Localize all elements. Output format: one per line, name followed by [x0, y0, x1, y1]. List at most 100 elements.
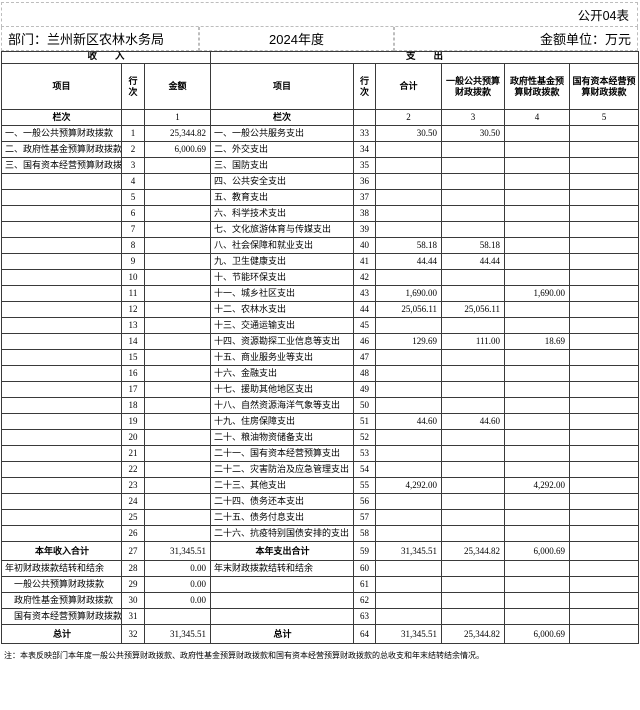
income-item-cell — [1, 381, 122, 398]
expense-total-cell: 31,345.51 — [375, 541, 442, 561]
expense-total-cell — [375, 509, 442, 526]
expense-general-cell: 44.44 — [441, 253, 505, 270]
expense-total-header: 合计 — [375, 63, 442, 110]
expense-general-cell — [441, 397, 505, 414]
income-rowno-cell: 11 — [121, 285, 145, 302]
expense-item-cell: 十二、农林水支出 — [210, 301, 354, 318]
expense-statecap-cell — [568, 157, 640, 174]
column-number-5: 5 — [568, 109, 640, 126]
table-row: 25 二十五、债务付息支出 57 — [1, 509, 640, 526]
expense-total-cell — [375, 525, 442, 542]
expense-item-cell: 五、教育支出 — [210, 189, 354, 206]
income-lanci-label: 栏次 — [1, 109, 122, 126]
expense-rowno-cell: 38 — [353, 205, 376, 222]
table-row: 8 八、社会保障和就业支出 40 58.18 58.18 — [1, 237, 640, 254]
expense-total-cell — [375, 317, 442, 334]
income-amount-cell: 0.00 — [144, 576, 211, 593]
expense-govfund-cell — [504, 253, 570, 270]
expense-total-cell — [375, 157, 442, 174]
expense-item-cell: 十七、援助其他地区支出 — [210, 381, 354, 398]
expense-item-cell: 二十六、抗疫特别国债安排的支出 — [210, 525, 354, 542]
expense-total-cell — [375, 189, 442, 206]
expense-statecap-cell — [568, 525, 640, 542]
expense-statecap-cell — [568, 269, 640, 286]
expense-item-cell: 二十、粮油物资储备支出 — [210, 429, 354, 446]
expense-statecap-cell — [568, 237, 640, 254]
income-item-cell — [1, 317, 122, 334]
income-item-cell — [1, 445, 122, 462]
expense-govfund-cell — [504, 576, 570, 593]
income-item-cell — [1, 205, 122, 222]
expense-rowno-cell: 54 — [353, 461, 376, 478]
expense-general-cell — [441, 285, 505, 302]
income-item-cell: 三、国有资本经营预算财政拨款 — [1, 157, 122, 174]
income-rowno-cell: 6 — [121, 205, 145, 222]
expense-item-cell: 十三、交通运输支出 — [210, 317, 354, 334]
expense-rowno-cell: 64 — [353, 624, 376, 644]
income-rowno-cell: 31 — [121, 608, 145, 625]
income-rowno-cell: 24 — [121, 493, 145, 510]
expense-govfund-cell: 4,292.00 — [504, 477, 570, 494]
amount-unit-label: 金额单位：万元 — [394, 27, 638, 51]
expense-statecap-cell — [568, 349, 640, 366]
expense-rowno-cell: 55 — [353, 477, 376, 494]
expense-statecap-cell — [568, 509, 640, 526]
expense-general-cell — [441, 349, 505, 366]
expense-general-cell — [441, 461, 505, 478]
expense-rowno-cell: 52 — [353, 429, 376, 446]
expense-statecap-cell — [568, 397, 640, 414]
expense-general-cell: 111.00 — [441, 333, 505, 350]
income-item-cell — [1, 301, 122, 318]
expense-total-cell: 44.60 — [375, 413, 442, 430]
income-amount-cell — [144, 477, 211, 494]
expense-statecap-cell — [568, 301, 640, 318]
table-row: 13 十三、交通运输支出 45 — [1, 317, 640, 334]
budget-table: 收入 支出 项目 行 次 金额 项目 行 次 合计 一般公共预算财政拨款 政府性… — [1, 51, 640, 644]
expense-rowno-cell: 39 — [353, 221, 376, 238]
blank-cell — [353, 109, 376, 126]
expense-statecap-cell — [568, 576, 640, 593]
income-item-cell — [1, 285, 122, 302]
budget-table-body: 一、一般公共预算财政拨款 1 25,344.82 一、一般公共服务支出 33 30.50 3… — [1, 125, 640, 644]
income-amount-cell — [144, 429, 211, 446]
income-rowno-cell: 28 — [121, 560, 145, 577]
table-row: 10 十、节能环保支出 42 — [1, 269, 640, 286]
expense-item-cell: 十四、资源勘探工业信息等支出 — [210, 333, 354, 350]
income-item-cell — [1, 221, 122, 238]
table-row: 一、一般公共预算财政拨款 1 25,344.82 一、一般公共服务支出 33 30.50 3… — [1, 125, 640, 142]
table-row: 16 十六、金融支出 48 — [1, 365, 640, 382]
income-section-header: 收入 — [1, 51, 211, 64]
expense-rowno-header: 行 次 — [353, 63, 376, 110]
expense-total-cell: 58.18 — [375, 237, 442, 254]
expense-general-cell — [441, 205, 505, 222]
expense-general-cell — [441, 509, 505, 526]
income-item-cell — [1, 477, 122, 494]
footnote: 注：本表反映部门本年度一般公共预算财政拨款、政府性基金预算财政拨款和国有资本经营… — [4, 651, 484, 660]
income-amount-cell — [144, 237, 211, 254]
income-rowno-cell: 21 — [121, 445, 145, 462]
expense-general-cell — [441, 269, 505, 286]
income-item-cell — [1, 173, 122, 190]
expense-rowno-cell: 63 — [353, 608, 376, 625]
expense-rowno-cell: 48 — [353, 365, 376, 382]
column-header-row: 项目 行 次 金额 项目 行 次 合计 一般公共预算财政拨款 政府性基金预算财政… — [1, 63, 640, 110]
income-amount-cell — [144, 608, 211, 625]
table-row: 三、国有资本经营预算财政拨款 3 三、国防支出 35 — [1, 157, 640, 174]
income-amount-cell — [144, 525, 211, 542]
expense-statecap-cell — [568, 381, 640, 398]
expense-total-cell — [375, 349, 442, 366]
expense-general-cell — [441, 592, 505, 609]
expense-rowno-cell: 45 — [353, 317, 376, 334]
expense-rowno-cell: 36 — [353, 173, 376, 190]
expense-general-cell: 44.60 — [441, 413, 505, 430]
expense-govfund-cell — [504, 493, 570, 510]
expense-general-cell — [441, 445, 505, 462]
income-rowno-cell: 19 — [121, 413, 145, 430]
table-row: 20 二十、粮油物资储备支出 52 — [1, 429, 640, 446]
expense-total-cell — [375, 205, 442, 222]
table-row: 14 十四、资源勘探工业信息等支出 46 129.69 111.00 18.69 — [1, 333, 640, 350]
table-row: 总计 32 31,345.51 总计 64 31,345.51 25,344.82 6,000… — [1, 624, 640, 644]
sheet-label: 公开04表 — [577, 9, 629, 23]
expense-rowno-cell: 43 — [353, 285, 376, 302]
expense-general-cell — [441, 189, 505, 206]
